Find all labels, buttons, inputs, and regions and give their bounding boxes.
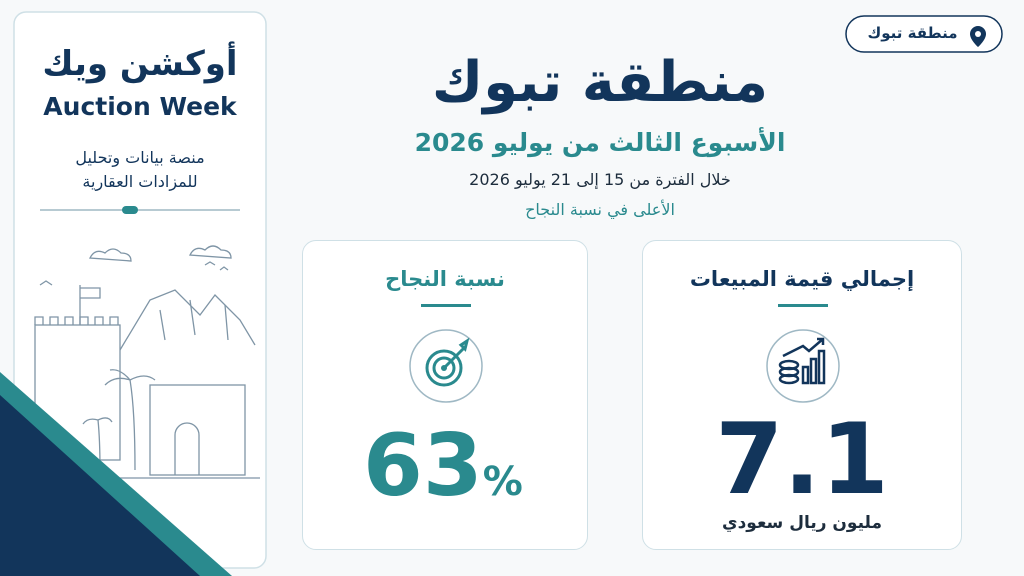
sales-card: إجمالي قيمة المبيعات 7.1 مليون ريال سعود… — [642, 240, 962, 550]
unit: % — [482, 459, 523, 505]
sales-value: 7.1 — [715, 403, 889, 517]
card-title: نسبة النجاح — [385, 267, 505, 291]
sales-unit: مليون ريال سعودي — [722, 513, 882, 533]
title: منطقة تبوك — [431, 50, 769, 115]
logo-english: Auction Week — [43, 92, 237, 121]
success-card: نسبة النجاح 63% — [302, 240, 588, 550]
logo-arabic: أوكشن ويك — [42, 44, 238, 84]
card-title: إجمالي قيمة المبيعات — [689, 267, 915, 291]
tagline: للمزادات العقارية — [82, 172, 198, 191]
location-badge: منطقة تبوك — [867, 24, 958, 42]
subtitle: الأسبوع الثالث من يوليو 2026 — [414, 128, 786, 157]
target-icon — [409, 304, 483, 403]
period: خلال الفترة من 15 إلى 21 يوليو 2026 — [469, 170, 731, 189]
sales-icon — [766, 304, 840, 403]
value: 63 — [363, 416, 483, 516]
note: الأعلى في نسبة النجاح — [525, 200, 675, 219]
tagline: منصة بيانات وتحليل — [75, 148, 205, 167]
success-value: 63% — [363, 423, 543, 509]
